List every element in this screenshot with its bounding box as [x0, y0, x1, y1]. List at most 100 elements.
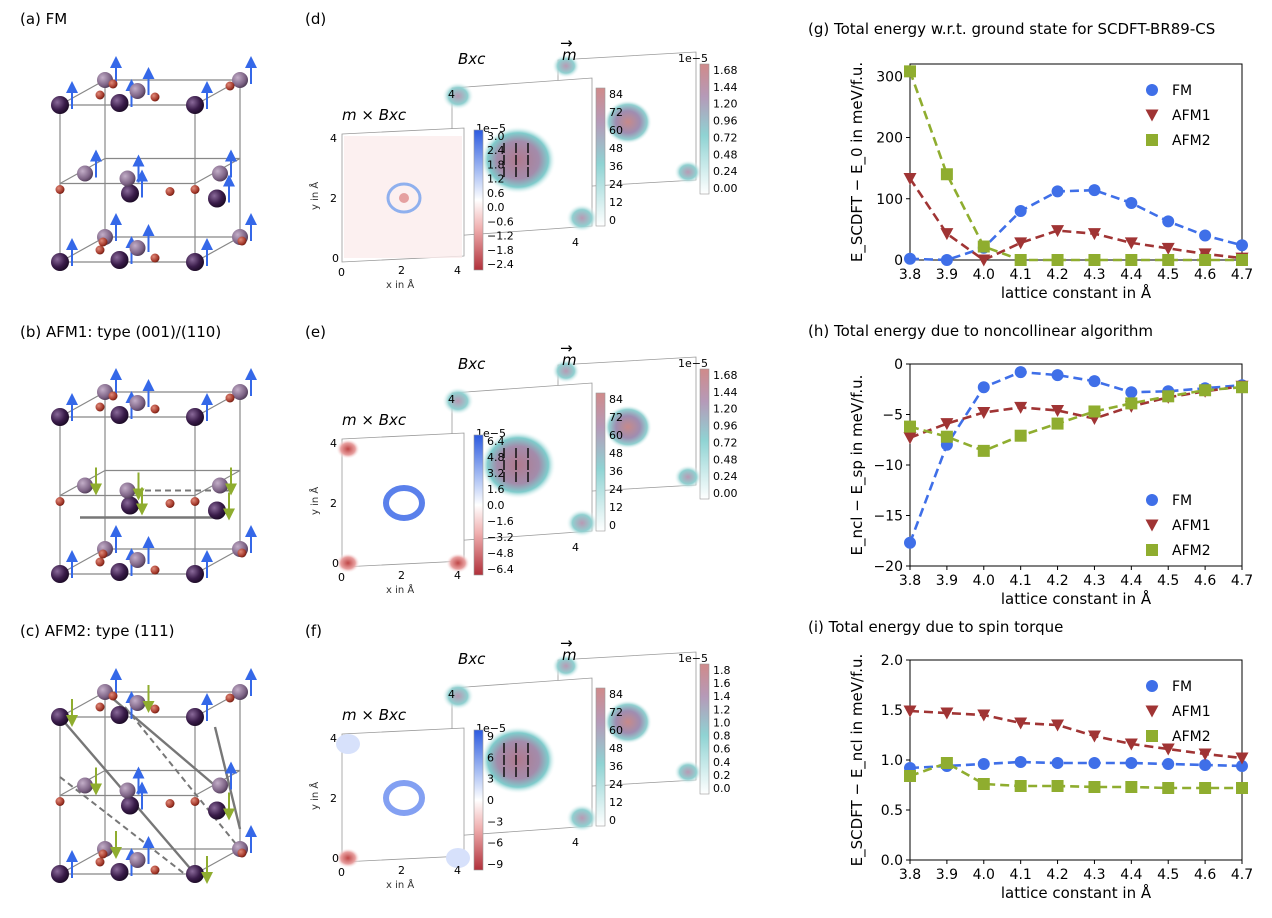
- torque-map-frame: [341, 727, 465, 863]
- crystal-structure-fm: [51, 56, 257, 271]
- m-colorbar-label: 1.44: [713, 386, 738, 399]
- oxygen-atom: [108, 391, 118, 401]
- bxc-tick: 4: [572, 836, 579, 849]
- legend-marker-afm1: [1145, 519, 1159, 532]
- m-scale-label: 1e−5: [678, 357, 708, 370]
- m-colorbar-label: 1.0: [713, 716, 731, 729]
- torque-corner-blob: [336, 734, 360, 754]
- torque-colorbar-label: −6: [487, 837, 503, 850]
- torque-colorbar-label: −4.8: [487, 547, 514, 560]
- oxygen-atom: [95, 557, 105, 567]
- legend-label: AFM2: [1172, 543, 1211, 559]
- torque-colorbar-label: −9: [487, 858, 503, 871]
- x-tick-label: 4.7: [1231, 267, 1253, 283]
- torque-tick: 0: [332, 852, 339, 865]
- data-point-fm: [1125, 757, 1138, 769]
- x-tick-label: 4.1: [1010, 867, 1032, 883]
- m-colorbar-label: 0.96: [713, 115, 738, 128]
- data-point-afm2: [1125, 781, 1138, 793]
- data-point-afm1: [1051, 404, 1065, 417]
- oxygen-atom: [150, 404, 160, 414]
- m-corner-blob: [674, 160, 702, 184]
- series-line-fm: [909, 188, 1243, 262]
- data-point-fm: [1051, 369, 1064, 382]
- x-tick-label: 4.3: [1083, 573, 1105, 589]
- torque-colorbar-label: 9: [487, 730, 494, 743]
- metal-atom: [119, 482, 136, 499]
- bxc-colorbar-label: 60: [609, 724, 623, 737]
- torque-colorbar-label: 0.6: [487, 187, 505, 200]
- bxc-corner-blob: [566, 804, 598, 832]
- oxygen-atom: [225, 693, 235, 703]
- data-point-fm: [1051, 757, 1064, 769]
- data-point-fm: [1051, 185, 1064, 198]
- oxygen-atom: [150, 253, 160, 263]
- y-tick-label: −20: [873, 559, 903, 575]
- x-tick-label: 4.5: [1157, 573, 1179, 589]
- m-colorbar-label: 1.6: [713, 677, 731, 690]
- bxc-colorbar-label: 36: [609, 760, 623, 773]
- bxc-colorbar-label: 72: [609, 706, 623, 719]
- oxygen-atom: [55, 797, 65, 806]
- x-tick-label: 4.4: [1120, 573, 1142, 589]
- metal-atom: [129, 695, 146, 711]
- data-point-afm1: [1161, 242, 1175, 255]
- metal-atom: [212, 165, 228, 182]
- y-axis-label: E_ncl − E_sp in meV/f.u.: [848, 375, 867, 556]
- oxygen-atom: [150, 565, 160, 575]
- torque-xlabel: x in Å: [386, 878, 414, 891]
- x-tick-label: 4.0: [973, 267, 995, 283]
- metal-atom: [110, 863, 129, 881]
- legend-label: AFM2: [1172, 133, 1211, 149]
- data-point-afm1: [903, 432, 917, 445]
- torque-tick: 0: [338, 571, 345, 584]
- data-point-afm2: [1125, 254, 1138, 266]
- data-point-afm2: [1236, 782, 1248, 794]
- chart-i: (i) Total energy due to spin torque 3.8 3.…: [808, 618, 1253, 902]
- bxc-tick: 4: [448, 88, 455, 101]
- torque-colorbar-label: 0.0: [487, 499, 505, 512]
- chart-title: (i) Total energy due to spin torque: [808, 618, 1063, 636]
- plane-line-dashed: [59, 776, 196, 883]
- bxc-colorbar-label: 60: [609, 124, 623, 137]
- torque-colorbar-label: −6.4: [487, 563, 514, 576]
- metal-atom: [208, 801, 226, 820]
- torque-colorbar: [473, 729, 484, 871]
- torque-ylabel: y in Å: [308, 182, 321, 210]
- data-point-afm2: [1162, 254, 1175, 266]
- bxc-colorbar: [595, 87, 606, 227]
- m-colorbar-label: 0.4: [713, 756, 731, 769]
- field-maps-e: →m 1e−51.681.441.200.960.720.480.240.00Bx…: [308, 339, 738, 596]
- data-point-afm1: [1014, 717, 1028, 730]
- metal-atom: [110, 563, 129, 581]
- y-tick-label: 0: [894, 357, 903, 373]
- series-line-afm2: [909, 761, 1242, 790]
- torque-xlabel: x in Å: [386, 278, 414, 291]
- bxc-colorbar-label: 24: [609, 778, 623, 791]
- m-colorbar-label: 1.20: [713, 403, 738, 416]
- bxc-colorbar-label: 72: [609, 411, 623, 424]
- data-point-fm: [940, 254, 953, 266]
- chart-h: (h) Total energy due to noncollinear alg…: [808, 322, 1253, 608]
- chart-g: (g) Total energy w.r.t. ground state for…: [808, 20, 1253, 302]
- data-point-afm2: [1199, 384, 1212, 397]
- metal-atom: [110, 251, 129, 269]
- torque-corner-blob: [336, 848, 360, 868]
- oxygen-atom: [150, 92, 160, 102]
- metal-atom: [119, 782, 136, 799]
- torque-ylabel: y in Å: [308, 487, 321, 515]
- m-map-label: m: [562, 351, 577, 369]
- torque-colorbar-label: −1.8: [487, 244, 514, 257]
- data-point-afm2: [1162, 782, 1175, 794]
- x-tick-label: 4.2: [1046, 573, 1068, 589]
- bxc-corner-blob: [442, 82, 474, 110]
- torque-map-label: m × Bxc: [342, 706, 407, 724]
- x-tick-label: 4.4: [1120, 867, 1142, 883]
- panel-c-title: (c) AFM2: type (111): [20, 622, 175, 640]
- y-tick-label: 1.0: [881, 753, 903, 769]
- panel-a-title: (a) FM: [20, 10, 67, 28]
- torque-colorbar-label: −3.2: [487, 531, 514, 544]
- data-point-afm2: [1051, 417, 1064, 430]
- m-density-blob: [604, 700, 652, 744]
